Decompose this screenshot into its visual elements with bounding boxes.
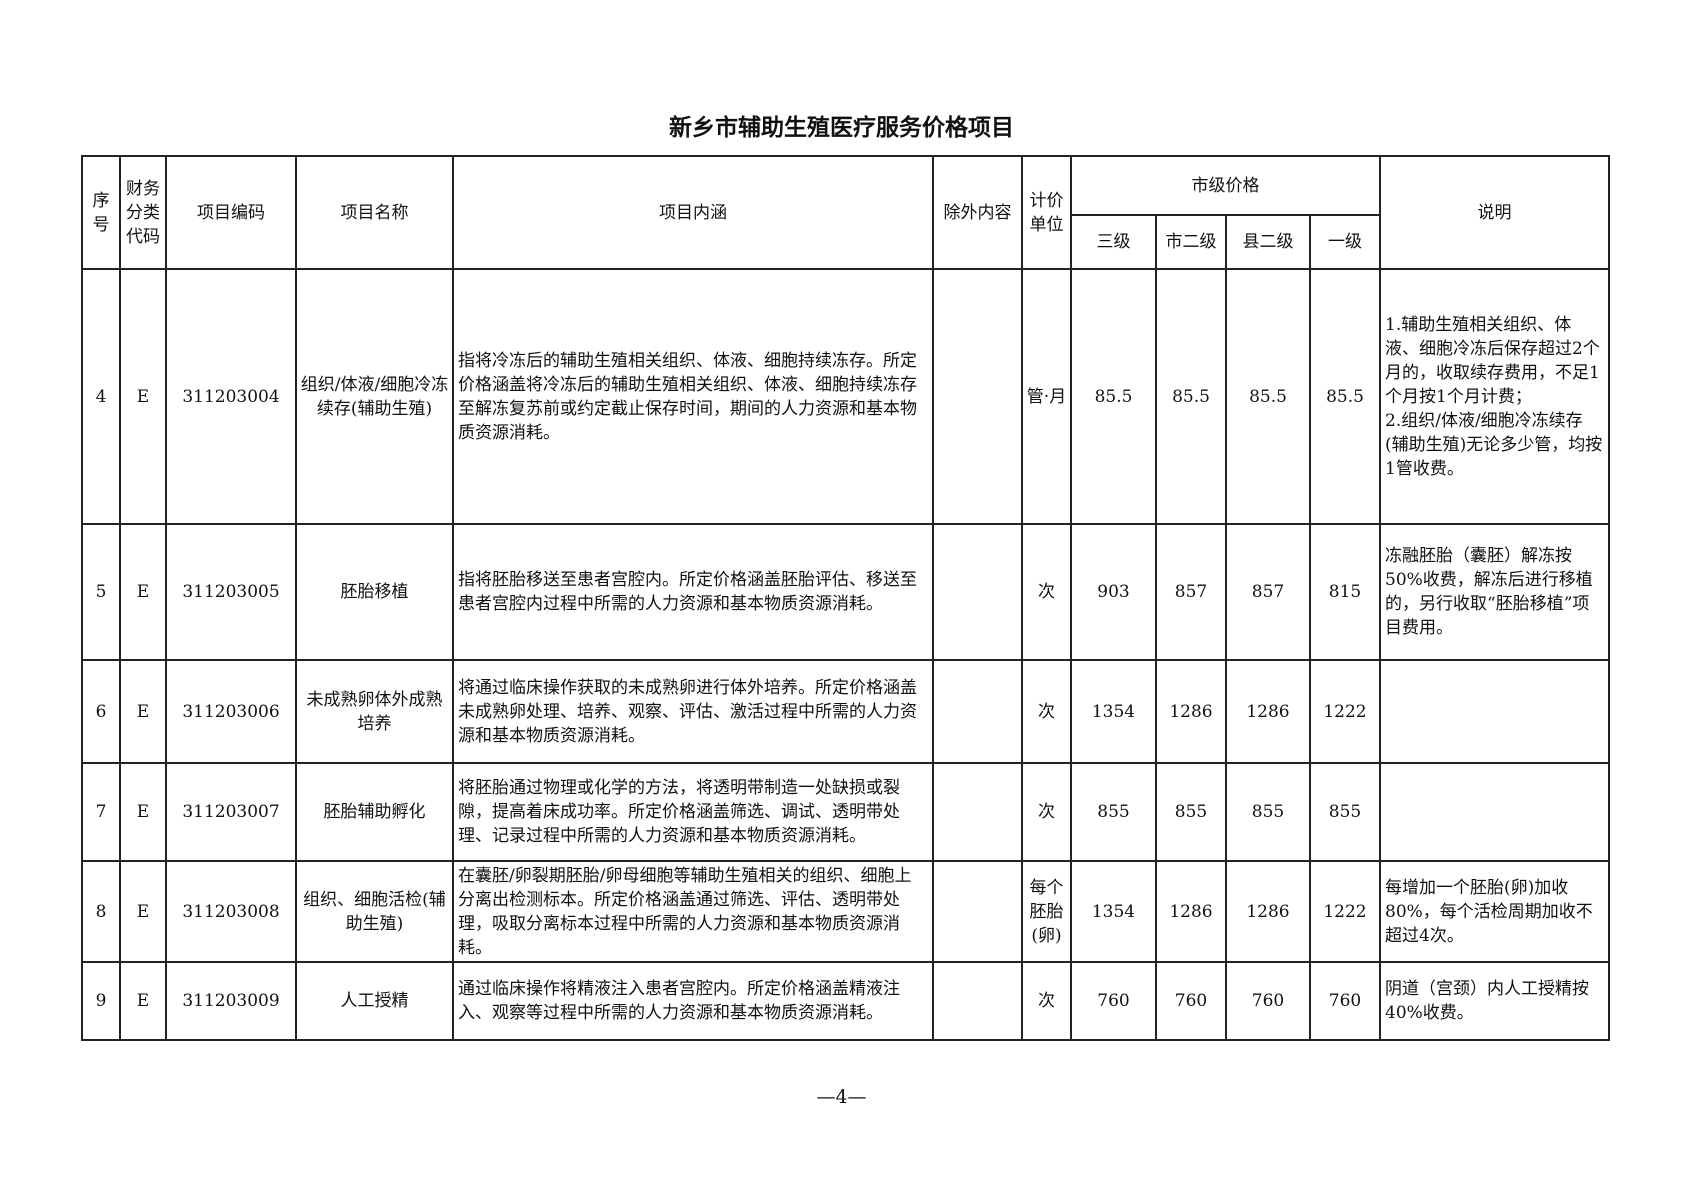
table-row: 6 E 311203006 未成熟卵体外成熟培养 将通过临床操作获取的未成熟卵进行体外培…	[81, 659, 1610, 764]
cell-price-level1: 1222	[1309, 659, 1381, 764]
table-row: 4 E 311203004 组织/体液/细胞冷冻续存(辅助生殖) 指将冷冻后的辅助生殖相…	[81, 268, 1610, 525]
cell-note: 冻融胚胎（囊胚）解冻按50%收费，解冻后进行移植的，另行收取“胚胎移植”项目费用…	[1379, 523, 1610, 661]
header-county-level2: 县二级	[1225, 214, 1311, 270]
cell-fin-code: E	[119, 268, 167, 525]
cell-price-level3: 855	[1070, 762, 1157, 862]
cell-note: 1.辅助生殖相关组织、体液、细胞冷冻后保存超过2个月的，收取续存费用，不足1个月…	[1379, 268, 1610, 525]
header-unit: 计价单位	[1021, 155, 1072, 270]
page-title: 新乡市辅助生殖医疗服务价格项目	[669, 115, 1014, 141]
cell-unit: 管·月	[1021, 268, 1072, 525]
cell-price-city-level2: 1286	[1155, 659, 1227, 764]
cell-price-county-level2: 857	[1225, 523, 1311, 661]
cell-seq: 4	[81, 268, 121, 525]
cell-price-county-level2: 85.5	[1225, 268, 1311, 525]
cell-item-name: 胚胎移植	[295, 523, 454, 661]
table-row: 7 E 311203007 胚胎辅助孵化 将胚胎通过物理或化学的方法，将透明带制造一处缺…	[81, 762, 1610, 862]
cell-item-name: 人工授精	[295, 961, 454, 1041]
cell-excluded	[932, 659, 1023, 764]
cell-price-level3: 1354	[1070, 659, 1157, 764]
cell-note: 每增加一个胚胎(卵)加收80%，每个活检周期加收不超过4次。	[1379, 860, 1610, 963]
header-city-level2: 市二级	[1155, 214, 1227, 270]
cell-seq: 8	[81, 860, 121, 963]
cell-unit: 次	[1021, 961, 1072, 1041]
cell-item-code: 311203006	[165, 659, 297, 764]
cell-price-level3: 85.5	[1070, 268, 1157, 525]
table-row: 8 E 311203008 组织、细胞活检(辅助生殖) 在囊胚/卵裂期胚胎/卵母细胞等辅…	[81, 860, 1610, 963]
cell-price-level3: 1354	[1070, 860, 1157, 963]
header-level1: 一级	[1309, 214, 1381, 270]
cell-item-code: 311203008	[165, 860, 297, 963]
table-row: 5 E 311203005 胚胎移植 指将胚胎移送至患者宫腔内。所定价格涵盖胚胎评估、移…	[81, 523, 1610, 661]
cell-price-county-level2: 855	[1225, 762, 1311, 862]
table-row: 9 E 311203009 人工授精 通过临床操作将精液注入患者宫腔内。所定价格涵盖精液…	[81, 961, 1610, 1041]
cell-price-level1: 1222	[1309, 860, 1381, 963]
cell-unit: 次	[1021, 659, 1072, 764]
cell-content: 通过临床操作将精液注入患者宫腔内。所定价格涵盖精液注入、观察等过程中所需的人力资…	[452, 961, 934, 1041]
cell-price-county-level2: 1286	[1225, 860, 1311, 963]
cell-content: 在囊胚/卵裂期胚胎/卵母细胞等辅助生殖相关的组织、细胞上分离出检测标本。所定价格…	[452, 860, 934, 963]
cell-content: 将胚胎通过物理或化学的方法，将透明带制造一处缺损或裂隙，提高着床成功率。所定价格…	[452, 762, 934, 862]
header-city-price: 市级价格	[1070, 155, 1381, 216]
header-note: 说明	[1379, 155, 1610, 270]
cell-unit: 次	[1021, 523, 1072, 661]
cell-price-level3: 760	[1070, 961, 1157, 1041]
header-item-code: 项目编码	[165, 155, 297, 270]
cell-seq: 9	[81, 961, 121, 1041]
cell-content: 指将胚胎移送至患者宫腔内。所定价格涵盖胚胎评估、移送至患者宫腔内过程中所需的人力…	[452, 523, 934, 661]
header-excluded: 除外内容	[932, 155, 1023, 270]
cell-price-county-level2: 760	[1225, 961, 1311, 1041]
cell-excluded	[932, 860, 1023, 963]
cell-excluded	[932, 762, 1023, 862]
cell-price-level1: 855	[1309, 762, 1381, 862]
cell-price-city-level2: 1286	[1155, 860, 1227, 963]
cell-item-name: 胚胎辅助孵化	[295, 762, 454, 862]
cell-fin-code: E	[119, 523, 167, 661]
cell-item-code: 311203007	[165, 762, 297, 862]
cell-price-level1: 85.5	[1309, 268, 1381, 525]
cell-content: 指将冷冻后的辅助生殖相关组织、体液、细胞持续冻存。所定价格涵盖将冷冻后的辅助生殖…	[452, 268, 934, 525]
cell-content: 将通过临床操作获取的未成熟卵进行体外培养。所定价格涵盖未成熟卵处理、培养、观察、…	[452, 659, 934, 764]
cell-price-county-level2: 1286	[1225, 659, 1311, 764]
header-content: 项目内涵	[452, 155, 934, 270]
cell-price-city-level2: 857	[1155, 523, 1227, 661]
cell-item-code: 311203004	[165, 268, 297, 525]
header-seq: 序号	[81, 155, 121, 270]
cell-price-city-level2: 760	[1155, 961, 1227, 1041]
cell-price-city-level2: 855	[1155, 762, 1227, 862]
page-number: —4—	[816, 1086, 867, 1108]
cell-note: 阴道（宫颈）内人工授精按40%收费。	[1379, 961, 1610, 1041]
price-table: 序号 财务分类代码 项目编码 项目名称 项目内涵 除外内容 计价单位 市级价格 …	[81, 155, 1610, 1041]
header-item-name: 项目名称	[295, 155, 454, 270]
cell-item-name: 组织、细胞活检(辅助生殖)	[295, 860, 454, 963]
cell-item-code: 311203009	[165, 961, 297, 1041]
cell-unit: 次	[1021, 762, 1072, 862]
cell-excluded	[932, 961, 1023, 1041]
cell-price-level1: 760	[1309, 961, 1381, 1041]
cell-seq: 6	[81, 659, 121, 764]
cell-excluded	[932, 523, 1023, 661]
cell-unit: 每个胚胎(卵)	[1021, 860, 1072, 963]
cell-fin-code: E	[119, 961, 167, 1041]
header-fin-code: 财务分类代码	[119, 155, 167, 270]
cell-seq: 7	[81, 762, 121, 862]
cell-price-level1: 815	[1309, 523, 1381, 661]
cell-fin-code: E	[119, 762, 167, 862]
header-level3: 三级	[1070, 214, 1157, 270]
cell-note	[1379, 762, 1610, 862]
cell-item-code: 311203005	[165, 523, 297, 661]
cell-fin-code: E	[119, 860, 167, 963]
cell-item-name: 组织/体液/细胞冷冻续存(辅助生殖)	[295, 268, 454, 525]
cell-item-name: 未成熟卵体外成熟培养	[295, 659, 454, 764]
cell-seq: 5	[81, 523, 121, 661]
cell-price-city-level2: 85.5	[1155, 268, 1227, 525]
cell-price-level3: 903	[1070, 523, 1157, 661]
cell-fin-code: E	[119, 659, 167, 764]
cell-note	[1379, 659, 1610, 764]
cell-excluded	[932, 268, 1023, 525]
